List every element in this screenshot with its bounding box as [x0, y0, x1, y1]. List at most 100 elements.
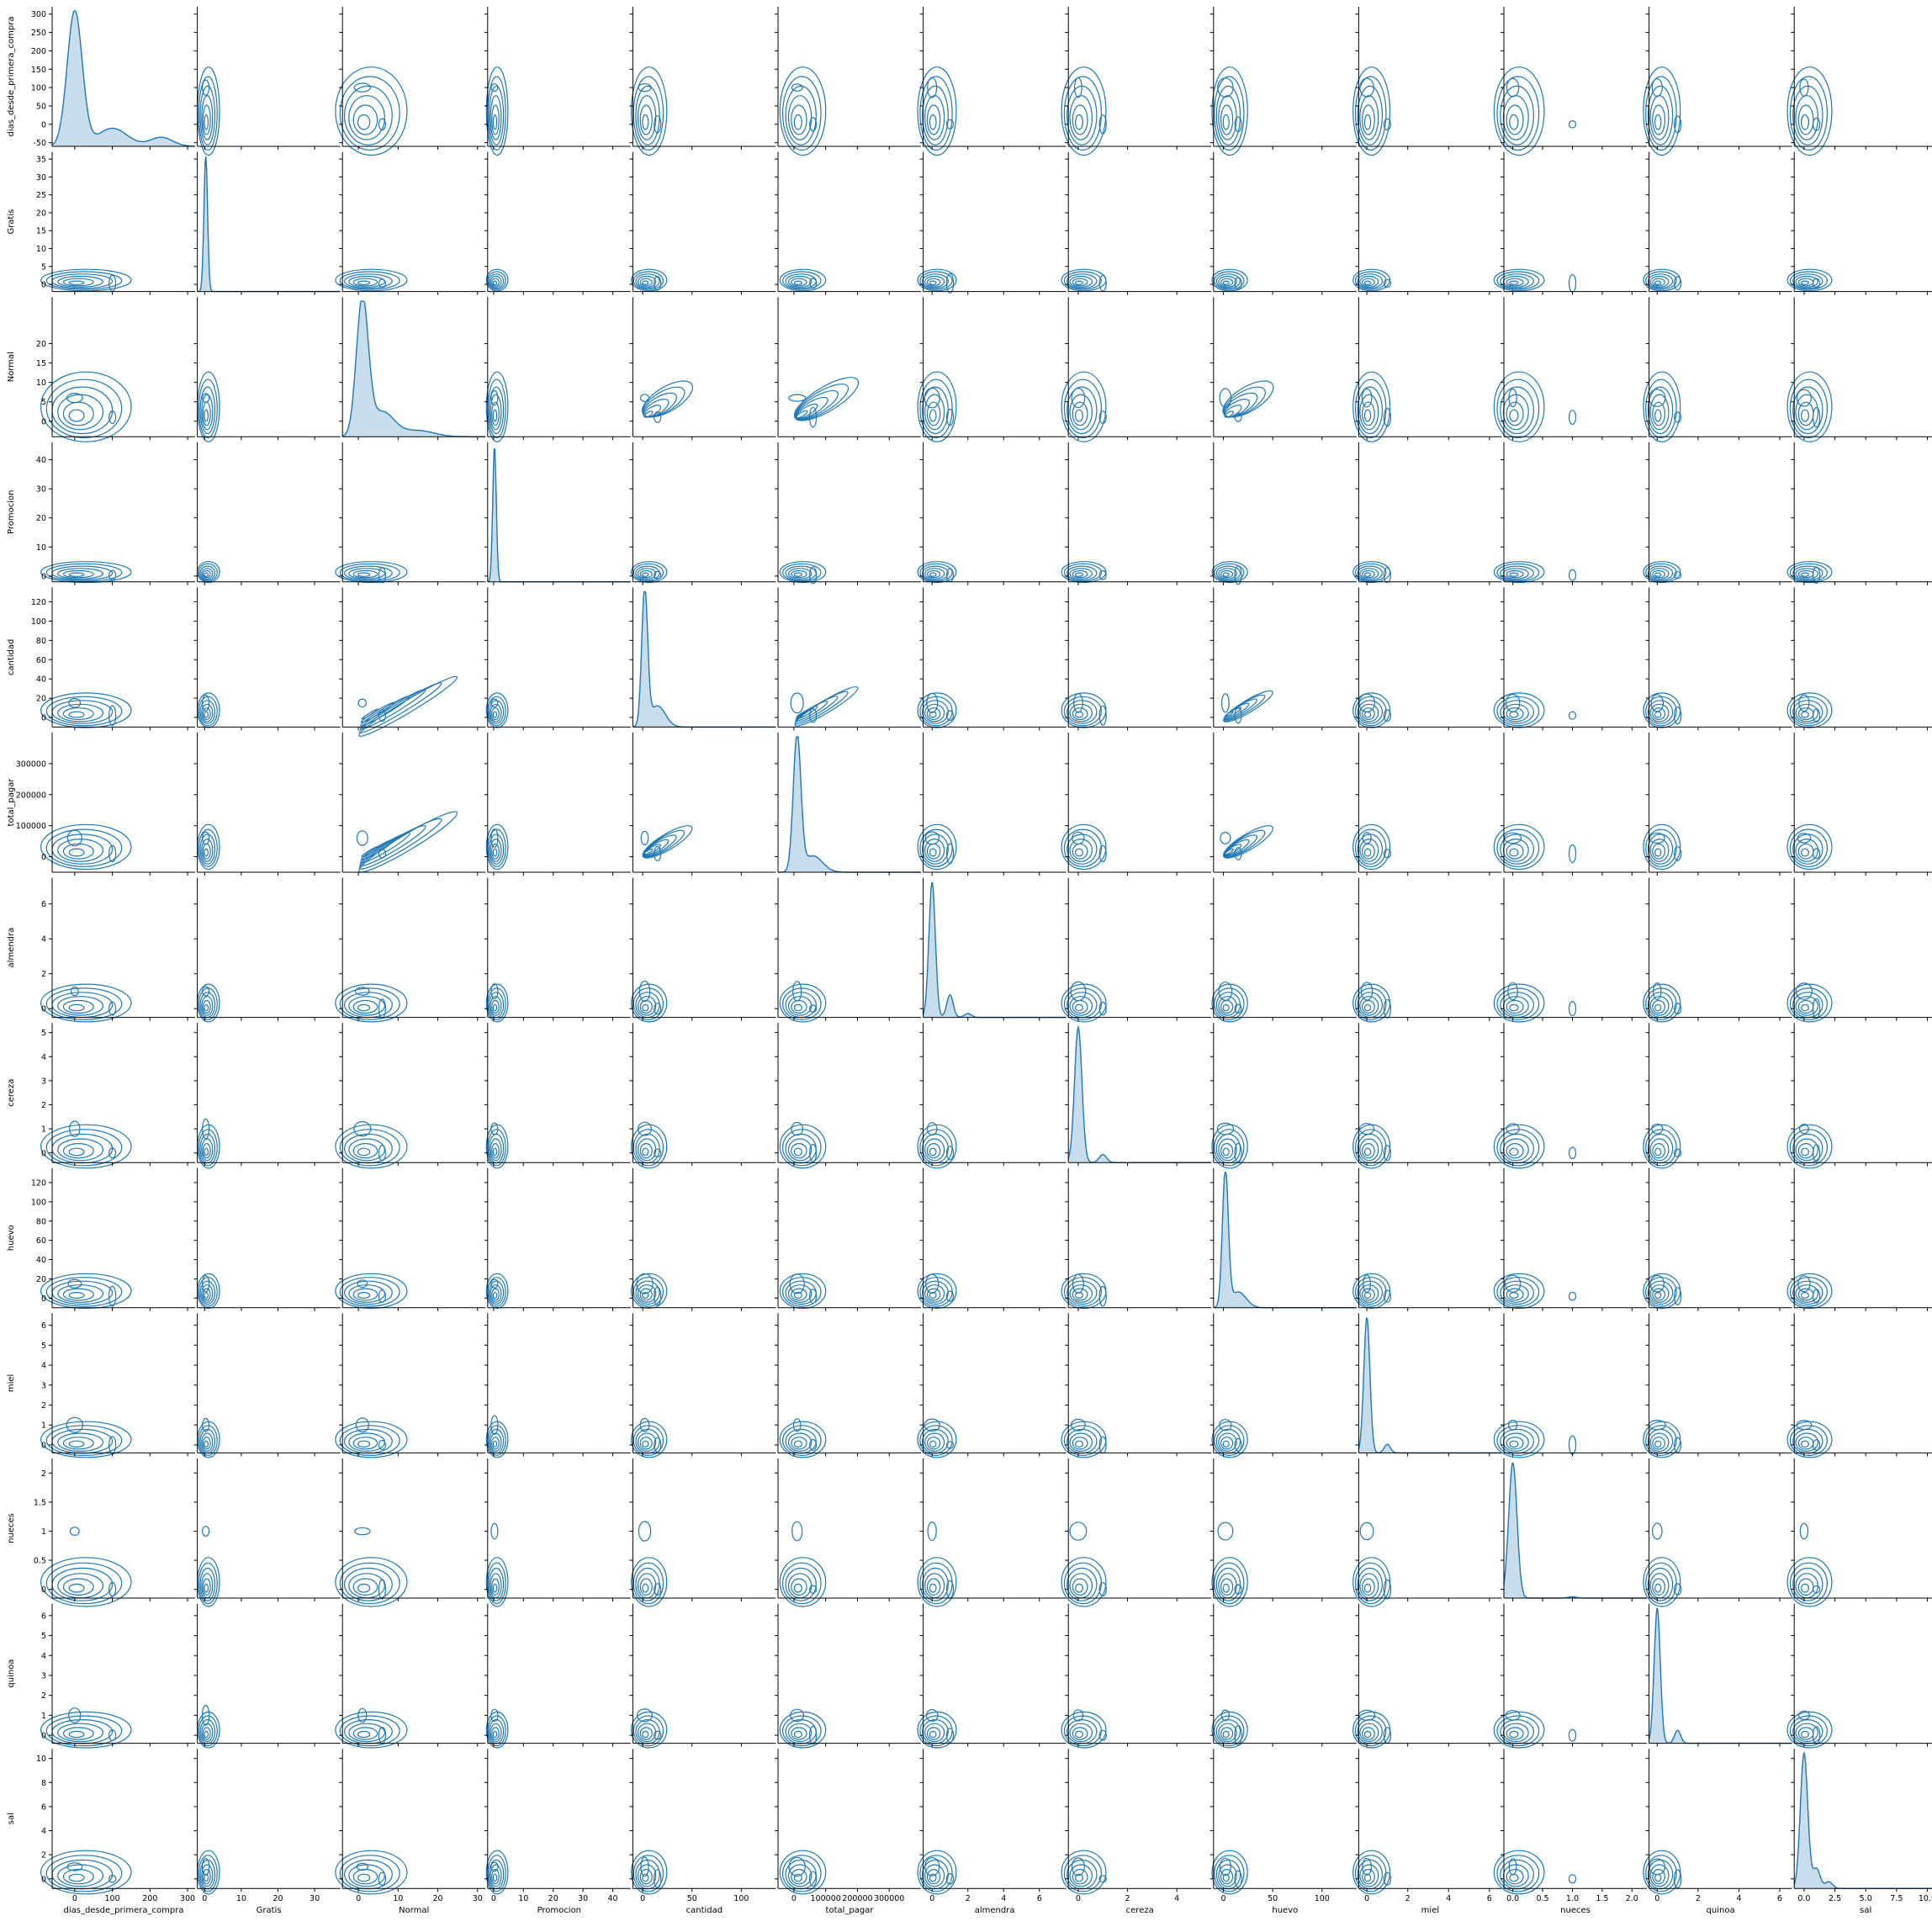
kde-contour: [1222, 1003, 1230, 1012]
kde-contour: [490, 83, 499, 93]
kde-contour: [787, 1284, 812, 1303]
x-tick-label: 5.0: [1860, 1894, 1872, 1903]
x-tick-label: 20: [548, 1894, 558, 1903]
kde-contour: [1647, 700, 1674, 724]
subplot-Gratis-vs-sal: [1786, 151, 1932, 295]
y-tick-label: 0: [41, 1294, 46, 1304]
kde-contour: [1568, 1728, 1577, 1742]
kde-contour: [488, 85, 505, 146]
subplot-sal-vs-sal: [1791, 1749, 1932, 1892]
kde-contour: [781, 1855, 822, 1892]
kde-contour: [1654, 848, 1662, 857]
subplot-quinoa-vs-cantidad: [629, 1603, 776, 1749]
kde-contour: [1222, 572, 1230, 577]
kde-contour: [378, 998, 386, 1019]
kde-contour: [339, 1425, 400, 1456]
kde-contour: [357, 1003, 371, 1012]
subplot-almendra-vs-Promocion: [484, 877, 631, 1023]
kde-contour: [1649, 568, 1670, 580]
kde-contour: [1211, 1850, 1248, 1895]
kde-contour: [378, 278, 386, 288]
kde-contour: [1352, 1850, 1391, 1895]
kde-contour: [808, 1289, 818, 1305]
kde-contour: [924, 275, 945, 288]
subplot-nueces-vs-cantidad: [629, 1458, 776, 1607]
kde-contour: [1214, 1855, 1245, 1892]
kde-contour: [1502, 996, 1529, 1016]
subplot-Promocion-vs-dias_desde_primera_compra: [40, 442, 195, 585]
kde-contour: [485, 823, 509, 871]
kde-contour: [66, 1416, 84, 1433]
kde-contour: [637, 568, 657, 580]
kde-contour: [1063, 1855, 1103, 1892]
kde-contour: [1218, 1432, 1237, 1452]
subplot-sal-vs-cantidad: [629, 1749, 776, 1895]
subplot-quinoa-vs-dias_desde_primera_compra: [40, 1603, 195, 1749]
subplot-Gratis-vs-cantidad: [629, 151, 776, 295]
subplot-almendra-vs-dias_desde_primera_compra: [40, 877, 195, 1023]
subplot-miel-vs-Normal: [335, 1313, 486, 1458]
kde-contour: [490, 394, 502, 431]
kde-contour: [1796, 389, 1812, 407]
kde-contour: [1211, 66, 1248, 156]
kde-contour: [357, 572, 371, 577]
y-tick-label: 1: [41, 1421, 46, 1431]
kde-contour: [68, 848, 85, 857]
kde-contour: [793, 280, 802, 285]
x-tick-label: 6: [1777, 1894, 1782, 1903]
kde-contour: [1493, 371, 1545, 442]
kde-contour: [1361, 1727, 1375, 1740]
kde-contour: [348, 95, 386, 140]
kde-contour: [1801, 1147, 1810, 1157]
subplot-dias_desde_primera_compra-vs-nueces: [1493, 7, 1647, 156]
kde-contour: [945, 843, 955, 865]
kde-contour: [492, 1003, 498, 1012]
kde-contour: [1654, 1003, 1662, 1012]
kde-contour: [66, 1862, 83, 1871]
kde-contour: [62, 1288, 94, 1301]
subplot-almendra-vs-nueces: [1493, 877, 1647, 1023]
kde-contour: [1509, 280, 1519, 285]
kde-contour: [335, 66, 408, 156]
kde-contour: [378, 709, 386, 723]
subplot-miel-vs-total_pagar: [775, 1313, 921, 1458]
kde-contour: [378, 1145, 386, 1162]
kde-contour: [639, 1727, 653, 1740]
y-axis-label: almendra: [7, 928, 16, 968]
y-axis-label: total_pagar: [7, 778, 16, 827]
kde-contour: [926, 278, 941, 287]
kde-contour: [1652, 1288, 1665, 1301]
kde-contour: [1360, 982, 1374, 1001]
kde-contour: [1652, 1578, 1665, 1596]
kde-contour: [638, 1121, 652, 1136]
kde-contour: [1352, 1273, 1391, 1310]
kde-contour: [635, 273, 660, 289]
subplot-cereza-vs-quinoa: [1643, 1023, 1792, 1169]
kde-contour: [1795, 1432, 1818, 1452]
kde-contour: [633, 1855, 664, 1892]
kde-contour: [1654, 114, 1662, 130]
kde-contour: [1383, 567, 1392, 584]
x-tick-label: 200000: [842, 1894, 872, 1903]
y-tick-label: 120: [31, 598, 46, 607]
kde-contour: [1786, 1557, 1833, 1607]
kde-contour: [57, 568, 104, 580]
subplot-cereza-vs-Normal: [335, 1023, 486, 1169]
y-axis-label: sal: [7, 1813, 16, 1824]
kde-contour: [1509, 572, 1519, 577]
kde-contour: [202, 1727, 211, 1740]
kde-contour: [1218, 1864, 1237, 1887]
kde-contour: [1357, 1567, 1384, 1601]
kde-contour: [638, 1521, 652, 1542]
kde-contour: [1649, 1432, 1670, 1452]
kde-contour: [358, 811, 458, 873]
kde-contour: [356, 1862, 369, 1871]
x-tick-label: 50: [687, 1894, 697, 1903]
y-tick-label: 5: [41, 1029, 46, 1038]
kde-contour: [808, 278, 818, 289]
subplot-cereza-vs-Promocion: [484, 1023, 631, 1169]
subplot-cantidad-vs-cereza: [1061, 587, 1212, 731]
kde-contour: [1813, 1289, 1821, 1304]
kde-contour: [490, 1723, 502, 1743]
kde-contour: [1509, 848, 1519, 857]
